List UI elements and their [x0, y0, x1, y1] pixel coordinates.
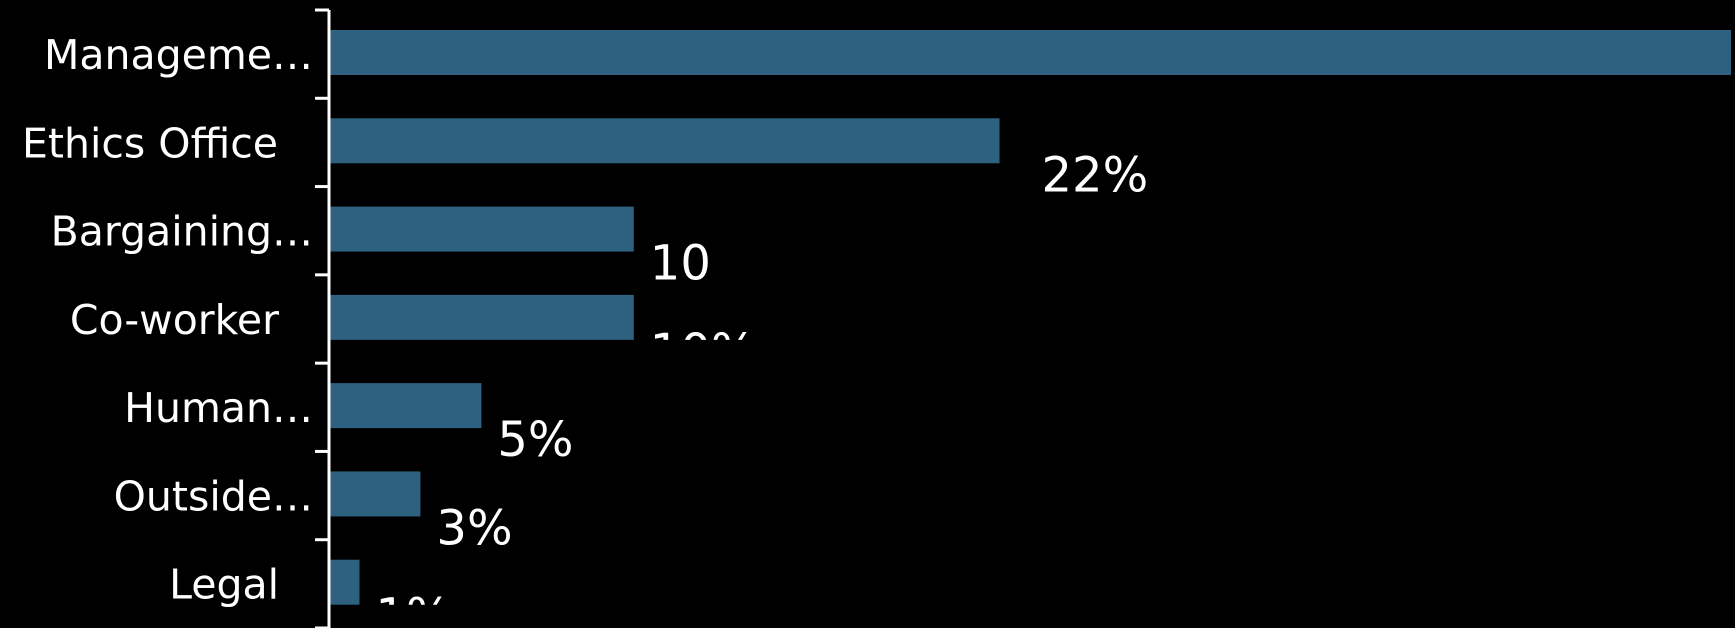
- value-label-4: 5%: [497, 412, 573, 468]
- category-label-0: Manageme…: [44, 31, 313, 79]
- value-label-6: 1%: [375, 589, 451, 628]
- category-labels-layer: Manageme… Ethics Office Bargaining… Co-work…: [22, 31, 313, 609]
- category-label-2: Bargaining…: [51, 208, 313, 256]
- bar-3: [330, 294, 634, 340]
- bars-layer: [330, 30, 1731, 605]
- value-label-1: 22%: [1042, 147, 1149, 203]
- category-label-1: Ethics Office: [22, 119, 278, 167]
- bar-5: [330, 471, 421, 517]
- value-labels-layer: 22% 10 10% 5% 3% 1%: [375, 147, 1149, 628]
- category-label-4: Human…: [124, 384, 313, 432]
- bar-1: [330, 118, 1000, 164]
- value-label-2: 10: [650, 236, 711, 292]
- category-label-6: Legal: [169, 561, 279, 609]
- y-axis: [315, 8, 331, 628]
- bar-2: [330, 206, 634, 252]
- category-label-3: Co-worker: [70, 296, 279, 344]
- value-label-3: 10%: [650, 324, 757, 380]
- bar-4: [330, 383, 482, 429]
- value-label-5: 3%: [436, 500, 512, 556]
- bar-0: [330, 30, 1731, 75]
- bar-6: [330, 559, 360, 605]
- category-label-5: Outside…: [114, 472, 313, 520]
